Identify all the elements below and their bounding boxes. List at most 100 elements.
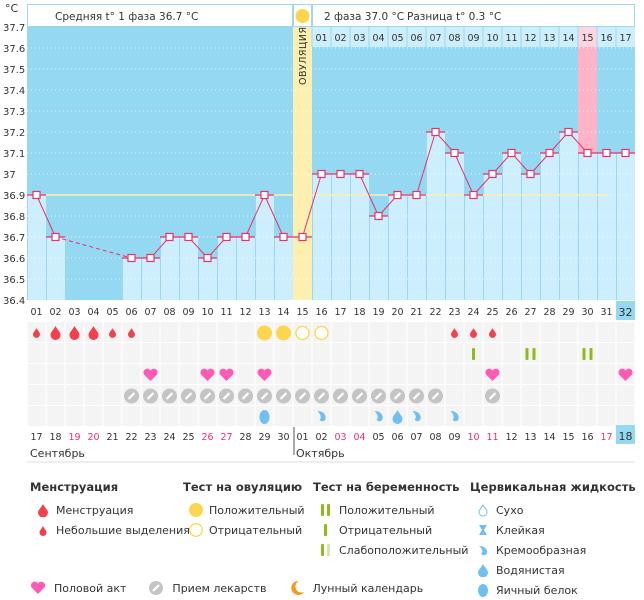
pill-stripe [260,392,269,400]
cycle-day-label: 18 [353,307,365,318]
cycle-day-label: 28 [543,307,555,318]
watery-icon [470,563,496,577]
legend-title: Цервикальная жидкость [470,480,636,494]
y-tick-label: 36.4 [3,296,25,307]
y-tick-label: 37.3 [3,107,25,118]
legend-item: Положительный [339,503,435,517]
phase1-average: Средняя t° 1 фаза 36.7 °C [55,11,198,23]
temperature-bar [540,153,559,300]
temperature-point [241,232,250,242]
cycle-day-label: 19 [372,307,384,318]
cycle-day-label: 16 [315,307,327,318]
cycle-day-label: 32 [619,306,633,319]
cycle-day-label: 05 [106,307,118,318]
heart-icon [200,368,215,381]
cycle-day-label: 26 [505,307,517,318]
phase2-day-label: 13 [543,33,555,44]
temperature-segment [36,194,56,238]
temperature-point [222,232,231,242]
cycle-day-label: 10 [201,307,213,318]
ovulation-test-negative-icon [295,325,310,341]
temperature-point [412,190,421,200]
cycle-day-label: 30 [581,307,593,318]
pill-stripe [488,392,497,400]
y-tick-label: 36.8 [3,212,25,223]
legend-item: Кремообразная [496,543,587,557]
legend-item: Водянистая [496,563,565,577]
calendar-date: 05 [372,432,384,443]
ovulation-test-positive-icon [276,325,291,341]
creamy-icon [374,411,383,422]
y-tick-label: 37.5 [3,65,25,76]
legend-item: Положительный [209,503,305,517]
phase2-day-label: 01 [315,33,327,44]
calendar-date: 04 [353,432,365,443]
temperature-bar [388,195,407,300]
small-drop-icon [33,328,40,338]
temperature-point [336,169,345,179]
heart-icon [143,368,158,381]
temperature-segment [264,194,284,238]
temperature-bar [255,195,274,300]
y-tick-label: 36.9 [3,191,25,202]
faint-lines-icon [313,543,339,557]
temperature-point [374,211,383,221]
cycle-day-label: 22 [429,307,441,318]
small-drop-icon [489,328,496,338]
y-tick-label: 37.2 [3,128,25,139]
phase2-day-label: 03 [353,33,365,44]
cycle-day-label: 11 [220,307,232,318]
legend-pregnancy-test: Тест на беременность Положительный Отриц… [313,480,468,560]
pregnancy-test-line [582,348,586,360]
phase2-day-label: 11 [505,33,517,44]
pill-stripe [336,392,345,400]
legend-item: Яичный белок [496,583,578,597]
temperature-bar [578,153,597,300]
y-tick-label: 36.5 [3,275,25,286]
temperature-bar [597,153,616,300]
legend-menstruation: Менструация Менструация Небольшие выделе… [30,480,190,540]
temperature-bar [46,237,65,300]
temperature-point [260,190,269,200]
cycle-day-label: 03 [68,307,80,318]
blood-drop-icon [69,326,80,340]
phase2-day-label: 12 [524,33,536,44]
temperature-bar [464,195,483,300]
ovulation-label: ОВУЛЯЦИЯ [298,26,309,85]
calendar-date: 03 [334,432,346,443]
creamy-icon [450,411,459,422]
temperature-point [51,232,60,242]
temperature-point [431,127,440,137]
small-drop-icon [109,328,116,338]
pill-stripe [146,392,155,400]
moon-icon [289,580,305,596]
legend-cervical: Цервикальная жидкость Сухо Клейкая Кремо… [470,480,636,600]
pill-stripe [393,392,402,400]
cycle-day-label: 27 [524,307,536,318]
pregnancy-test-line [589,348,593,360]
pill-stripe [165,392,174,400]
month-label: Октябрь [296,447,345,460]
y-tick-label: 37 [3,170,16,181]
temperature-point [602,148,611,158]
temperature-bar [331,174,350,300]
cycle-day-label: 06 [125,307,137,318]
pill-stripe [431,392,440,400]
temperature-bar [141,258,160,300]
creamy-icon [317,411,326,422]
phase2-day-label: 16 [600,33,612,44]
small-drop-icon [451,328,458,338]
sun-icon [295,9,310,23]
calendar-date: 18 [619,430,633,443]
pill-stripe [355,392,364,400]
temperature-bar [407,195,426,300]
temperature-point [583,148,592,158]
temperature-point [564,127,573,137]
egg-white-icon [470,582,496,598]
temperature-bar [483,174,502,300]
calendar-date: 12 [505,432,517,443]
temperature-point [488,169,497,179]
calendar-date: 24 [163,432,175,443]
pregnancy-test-line [532,348,536,360]
dry-icon [470,503,496,517]
